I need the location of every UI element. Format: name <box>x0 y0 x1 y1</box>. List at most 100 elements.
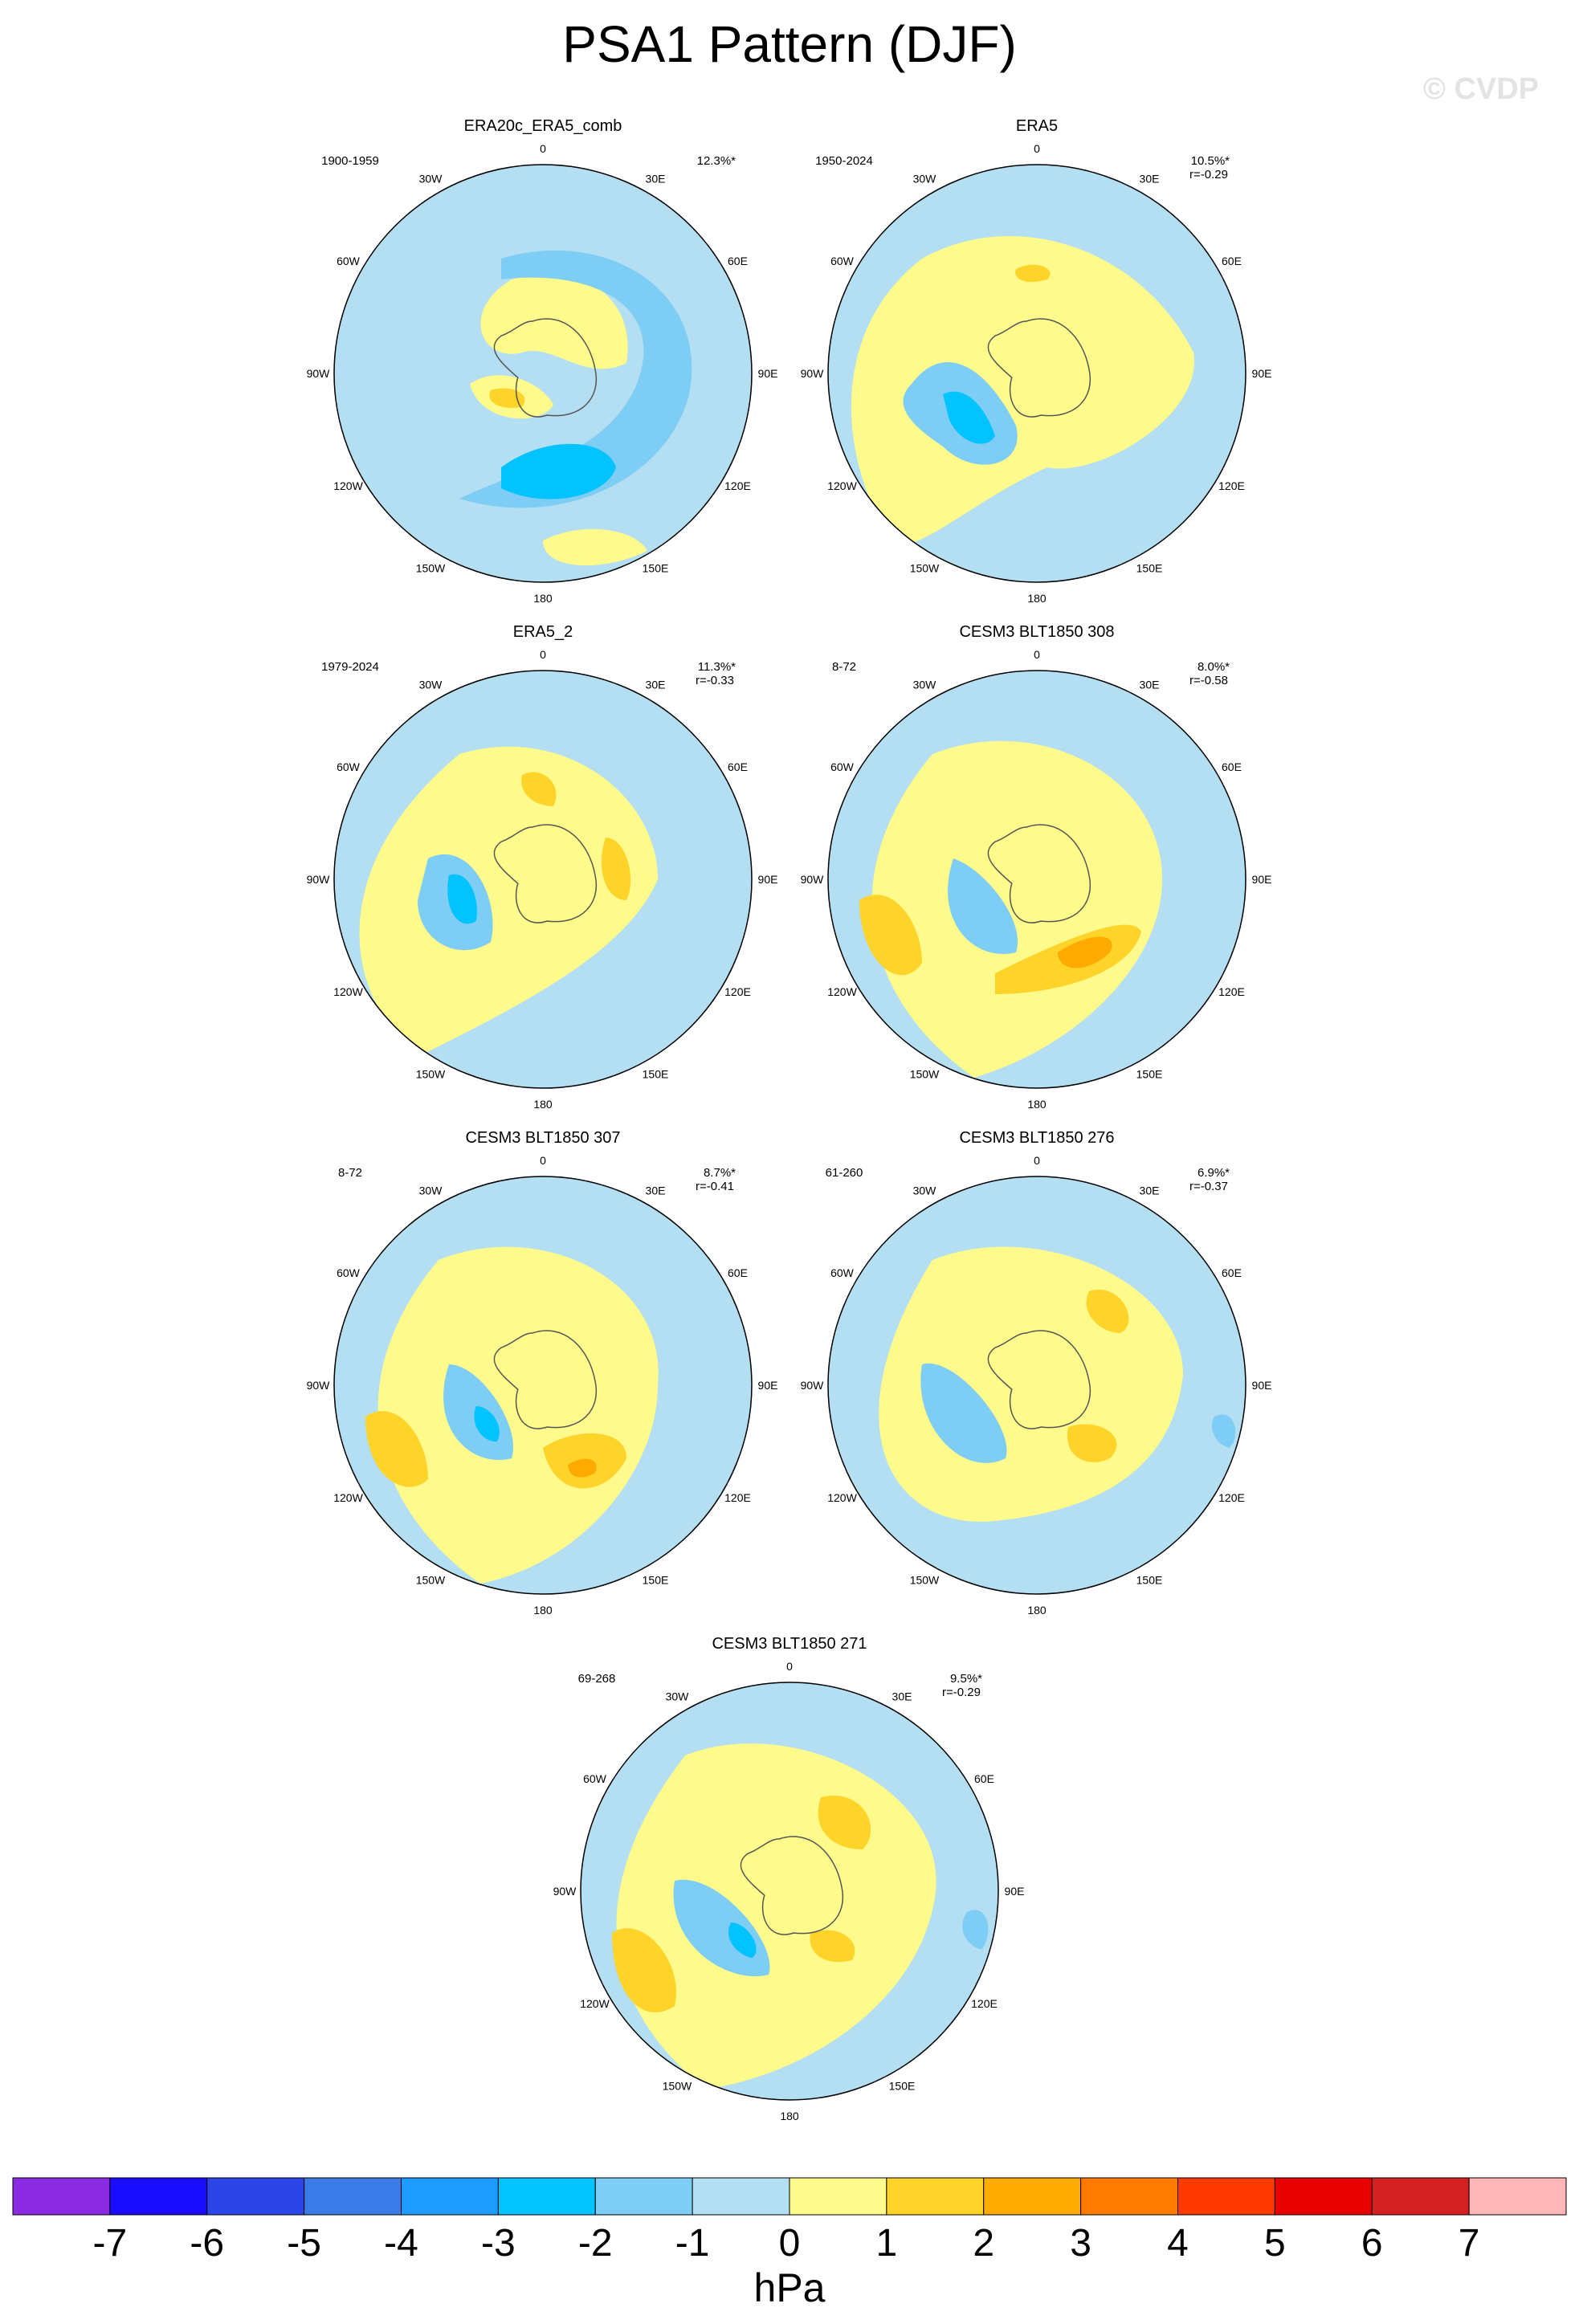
watermark: © CVDP <box>1422 72 1539 106</box>
panel-years: 61-260 <box>826 1166 863 1180</box>
lon-label: 90W <box>801 367 825 380</box>
map-panel: 0 30E 60E 90E 120E 150E 180 150W 120W 90W 60W 30W ER… <box>307 623 778 1111</box>
lon-label: 180 <box>1027 592 1047 605</box>
map-border <box>333 164 753 583</box>
panel-years: 8-72 <box>338 1166 362 1180</box>
anomaly-contour <box>459 250 692 508</box>
colorbar-tick-label: 6 <box>1361 2222 1383 2265</box>
anomaly-contour <box>480 274 628 369</box>
anomaly-contour <box>728 1922 757 1959</box>
colorbar-unit: hPa <box>753 2265 826 2310</box>
map-panel: 0 30E 60E 90E 120E 150E 180 150W 120W 90W 60W 30W ER… <box>307 117 778 605</box>
coastline <box>493 824 598 923</box>
lon-label: 180 <box>780 2110 799 2122</box>
map-border <box>827 164 1246 583</box>
lon-label: 150W <box>910 561 940 574</box>
lon-label: 180 <box>1027 1098 1047 1111</box>
lon-label: 150E <box>889 2079 916 2092</box>
anomaly-contour <box>1058 936 1112 968</box>
colorbar-tick-label: -1 <box>675 2222 710 2265</box>
lon-label: 30E <box>1140 679 1160 691</box>
lon-label: 30E <box>646 173 666 186</box>
lon-label: 120W <box>333 1491 363 1504</box>
colorbar-tick-label: 2 <box>973 2222 995 2265</box>
map-border <box>333 670 753 1089</box>
lon-label: 150E <box>643 1573 669 1586</box>
anomaly-contour <box>948 858 1018 954</box>
anomaly-contour <box>1015 264 1051 283</box>
panel-correlation: r=-0.29 <box>942 1686 981 1699</box>
lon-label: 60W <box>337 760 361 773</box>
lon-label: 60E <box>728 255 748 267</box>
lon-label: 60E <box>1222 760 1242 773</box>
coastline <box>987 1330 1091 1429</box>
lon-label: 30W <box>913 679 937 691</box>
anomaly-contour <box>474 1406 500 1442</box>
lon-label: 120E <box>724 479 751 492</box>
lon-label: 180 <box>1027 1604 1047 1617</box>
anomaly-contour <box>612 1928 677 2013</box>
lon-label: 150E <box>1136 1067 1163 1080</box>
lon-label: 30W <box>666 1690 690 1703</box>
lon-label: 60W <box>583 1772 607 1785</box>
lon-label: 60E <box>1222 255 1242 267</box>
lon-label: 30E <box>646 679 666 691</box>
lon-label: 0 <box>1034 648 1040 661</box>
anomaly-contour <box>851 236 1194 545</box>
lon-label: 90W <box>307 367 331 380</box>
lon-label: 90E <box>758 1379 778 1392</box>
panel-variance: 8.0%* <box>1198 660 1230 674</box>
panel-correlation: r=-0.58 <box>1189 674 1228 687</box>
anomaly-contour <box>359 746 658 1057</box>
lon-label: 120W <box>827 479 857 492</box>
lon-label: 60W <box>830 255 855 267</box>
lon-label: 30E <box>646 1184 666 1197</box>
anomaly-contour <box>568 1458 597 1478</box>
lon-label: 180 <box>533 592 553 605</box>
lon-label: 0 <box>540 1154 546 1167</box>
page-title: PSA1 Pattern (DJF) <box>562 15 1017 73</box>
lon-label: 0 <box>1034 1154 1040 1167</box>
coastline <box>987 824 1091 923</box>
anomaly-contour <box>601 838 631 900</box>
colorbar-tick-label: -7 <box>92 2222 128 2265</box>
lon-label: 60W <box>830 1266 855 1279</box>
map-border <box>827 670 1246 1089</box>
lon-label: 0 <box>540 648 546 661</box>
panel-title: ERA20c_ERA5_comb <box>464 117 622 135</box>
anomaly-contour <box>543 528 647 566</box>
panel-title: CESM3 BLT1850 308 <box>959 623 1114 641</box>
lon-label: 120E <box>971 1997 998 2010</box>
anomaly-contour <box>859 895 922 976</box>
anomaly-contour <box>810 1930 855 1963</box>
colorbar-tick-label: -5 <box>287 2222 321 2265</box>
lon-label: 150E <box>1136 561 1163 574</box>
lon-label: 180 <box>533 1604 553 1617</box>
map-border <box>580 1682 999 2101</box>
panel-variance: 9.5%* <box>950 1672 982 1686</box>
panel-years: 1979-2024 <box>321 660 379 674</box>
lon-label: 150W <box>910 1067 940 1080</box>
lon-label: 90W <box>553 1885 577 1898</box>
anomaly-contour <box>920 1363 1007 1463</box>
map-panel: 0 30E 60E 90E 120E 150E 180 150W 120W 90W 60W 30W ER… <box>801 117 1272 605</box>
lon-label: 60W <box>337 255 361 267</box>
lon-label: 90E <box>758 873 778 886</box>
panel-title: ERA5_2 <box>513 623 573 641</box>
panel-years: 8-72 <box>832 660 856 674</box>
lon-label: 90W <box>801 873 825 886</box>
map-panel: 0 30E 60E 90E 120E 150E 180 150W 120W 90W 60W 30W CE… <box>801 1129 1272 1617</box>
lon-label: 30W <box>419 173 443 186</box>
lon-label: 90W <box>307 873 331 886</box>
coastline <box>493 318 598 418</box>
lon-label: 0 <box>540 142 546 155</box>
panel-years: 69-268 <box>578 1672 616 1686</box>
lon-label: 120W <box>827 1491 857 1504</box>
lon-label: 150E <box>1136 1573 1163 1586</box>
panel-title: CESM3 BLT1850 276 <box>959 1129 1114 1147</box>
map-panel: 0 30E 60E 90E 120E 150E 180 150W 120W 90W 60W 30W CE… <box>553 1635 1025 2122</box>
panel-variance: 11.3%* <box>698 660 736 674</box>
lon-label: 150W <box>663 2079 692 2092</box>
panel-title: CESM3 BLT1850 271 <box>712 1635 867 1653</box>
